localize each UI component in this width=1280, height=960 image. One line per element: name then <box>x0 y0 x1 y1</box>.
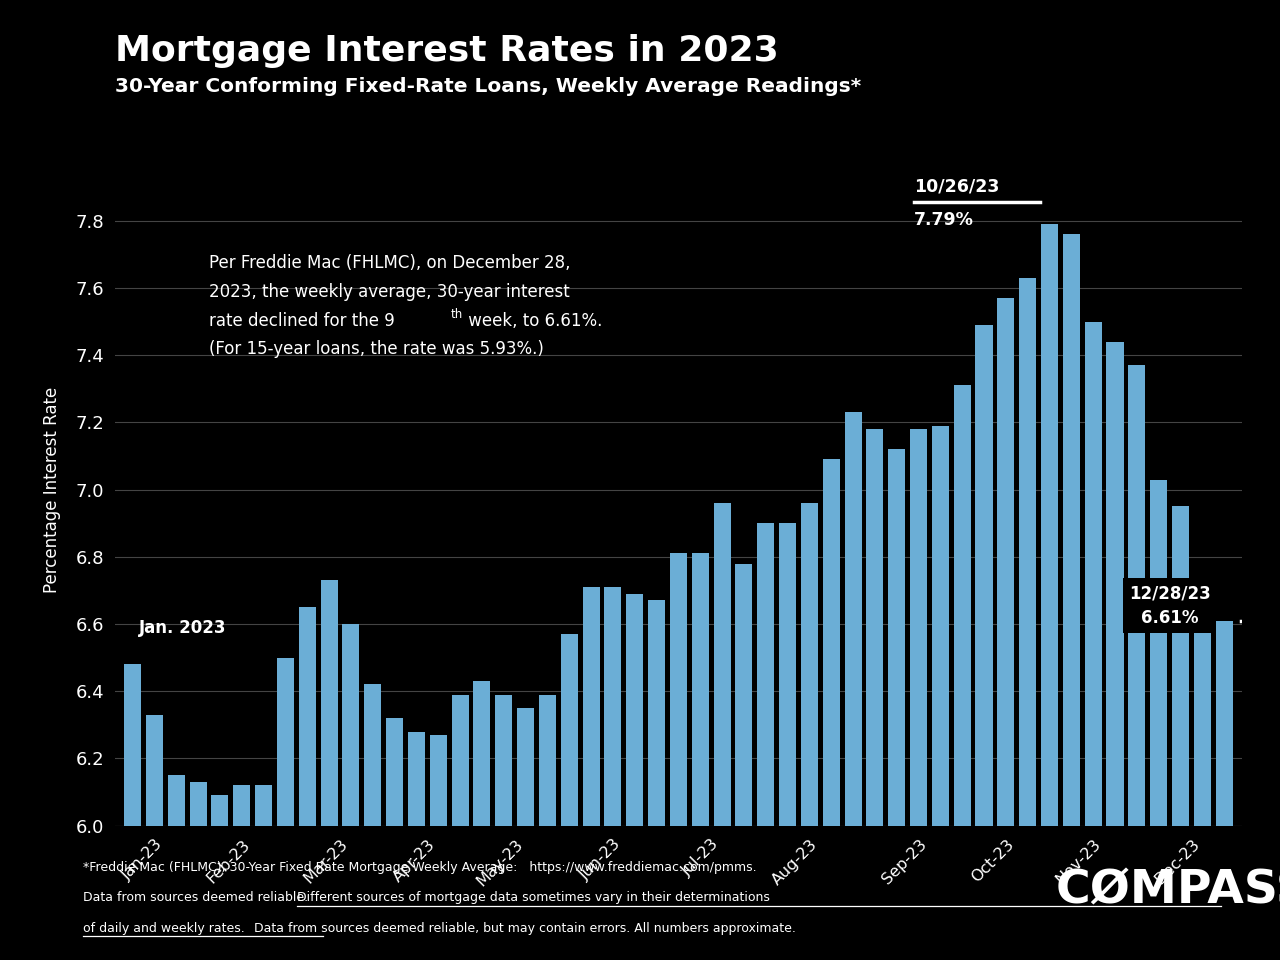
Bar <box>561 634 577 960</box>
Bar <box>124 664 141 960</box>
Bar <box>997 298 1014 960</box>
Bar <box>495 694 512 960</box>
Bar <box>932 425 948 960</box>
Bar <box>365 684 381 960</box>
Bar <box>255 785 273 960</box>
Text: week, to 6.61%.: week, to 6.61%. <box>463 311 603 329</box>
Bar <box>430 735 447 960</box>
Text: 12/28/23
6.61%: 12/28/23 6.61% <box>1129 584 1211 627</box>
Bar <box>736 564 753 960</box>
Bar <box>1019 278 1037 960</box>
Bar <box>343 624 360 960</box>
Bar <box>801 503 818 960</box>
Text: Data from sources deemed reliable.: Data from sources deemed reliable. <box>83 891 312 904</box>
Bar <box>1062 234 1080 960</box>
Bar <box>387 718 403 960</box>
Text: Per Freddie Mac (FHLMC), on December 28,: Per Freddie Mac (FHLMC), on December 28, <box>209 254 571 273</box>
Bar <box>954 386 970 960</box>
Bar <box>691 553 709 960</box>
Bar <box>1216 620 1233 960</box>
Text: CØMPASS: CØMPASS <box>1056 869 1280 914</box>
Text: Jan. 2023: Jan. 2023 <box>140 619 227 637</box>
Text: 7.79%: 7.79% <box>914 210 974 228</box>
Bar <box>233 785 251 960</box>
Bar <box>168 775 184 960</box>
Bar <box>474 681 490 960</box>
Bar <box>1128 365 1146 960</box>
Bar <box>298 607 316 960</box>
Text: 2023, the weekly average, 30-year interest: 2023, the weekly average, 30-year intere… <box>209 283 570 301</box>
Bar <box>189 782 206 960</box>
Bar <box>517 708 534 960</box>
Bar <box>276 658 294 960</box>
Bar <box>1194 601 1211 960</box>
Bar <box>648 601 666 960</box>
Bar <box>975 324 992 960</box>
Bar <box>867 429 883 960</box>
Bar <box>1172 506 1189 960</box>
Bar <box>146 714 163 960</box>
Bar <box>582 587 599 960</box>
Text: of daily and weekly rates.: of daily and weekly rates. <box>83 922 244 935</box>
Text: (For 15-year loans, the rate was 5.93%.): (For 15-year loans, the rate was 5.93%.) <box>209 340 544 358</box>
Bar <box>320 580 338 960</box>
Bar <box>713 503 731 960</box>
Bar <box>823 460 840 960</box>
Text: 10/26/23: 10/26/23 <box>914 178 1000 196</box>
Bar <box>1106 342 1124 960</box>
Bar <box>758 523 774 960</box>
Text: 30-Year Conforming Fixed-Rate Loans, Weekly Average Readings*: 30-Year Conforming Fixed-Rate Loans, Wee… <box>115 77 861 96</box>
Bar <box>539 694 556 960</box>
Text: *Freddie Mac (FHLMC), 30-Year Fixed Rate Mortgage Weekly Average:   https://www.: *Freddie Mac (FHLMC), 30-Year Fixed Rate… <box>83 860 756 874</box>
Bar <box>1151 479 1167 960</box>
Text: rate declined for the 9: rate declined for the 9 <box>209 311 394 329</box>
Bar <box>408 732 425 960</box>
Text: Data from sources deemed reliable, but may contain errors. All numbers approxima: Data from sources deemed reliable, but m… <box>250 922 795 935</box>
Bar <box>211 795 229 960</box>
Bar <box>780 523 796 960</box>
Bar <box>626 593 644 960</box>
Y-axis label: Percentage Interest Rate: Percentage Interest Rate <box>44 387 61 592</box>
Bar <box>910 429 927 960</box>
Text: Different sources of mortgage data sometimes vary in their determinations: Different sources of mortgage data somet… <box>297 891 769 904</box>
Bar <box>888 449 905 960</box>
Text: Mortgage Interest Rates in 2023: Mortgage Interest Rates in 2023 <box>115 34 780 67</box>
Bar <box>1041 224 1059 960</box>
Bar <box>669 553 687 960</box>
Bar <box>1084 322 1102 960</box>
Text: th: th <box>451 308 462 322</box>
Bar <box>845 412 861 960</box>
Bar <box>604 587 621 960</box>
Bar <box>452 694 468 960</box>
